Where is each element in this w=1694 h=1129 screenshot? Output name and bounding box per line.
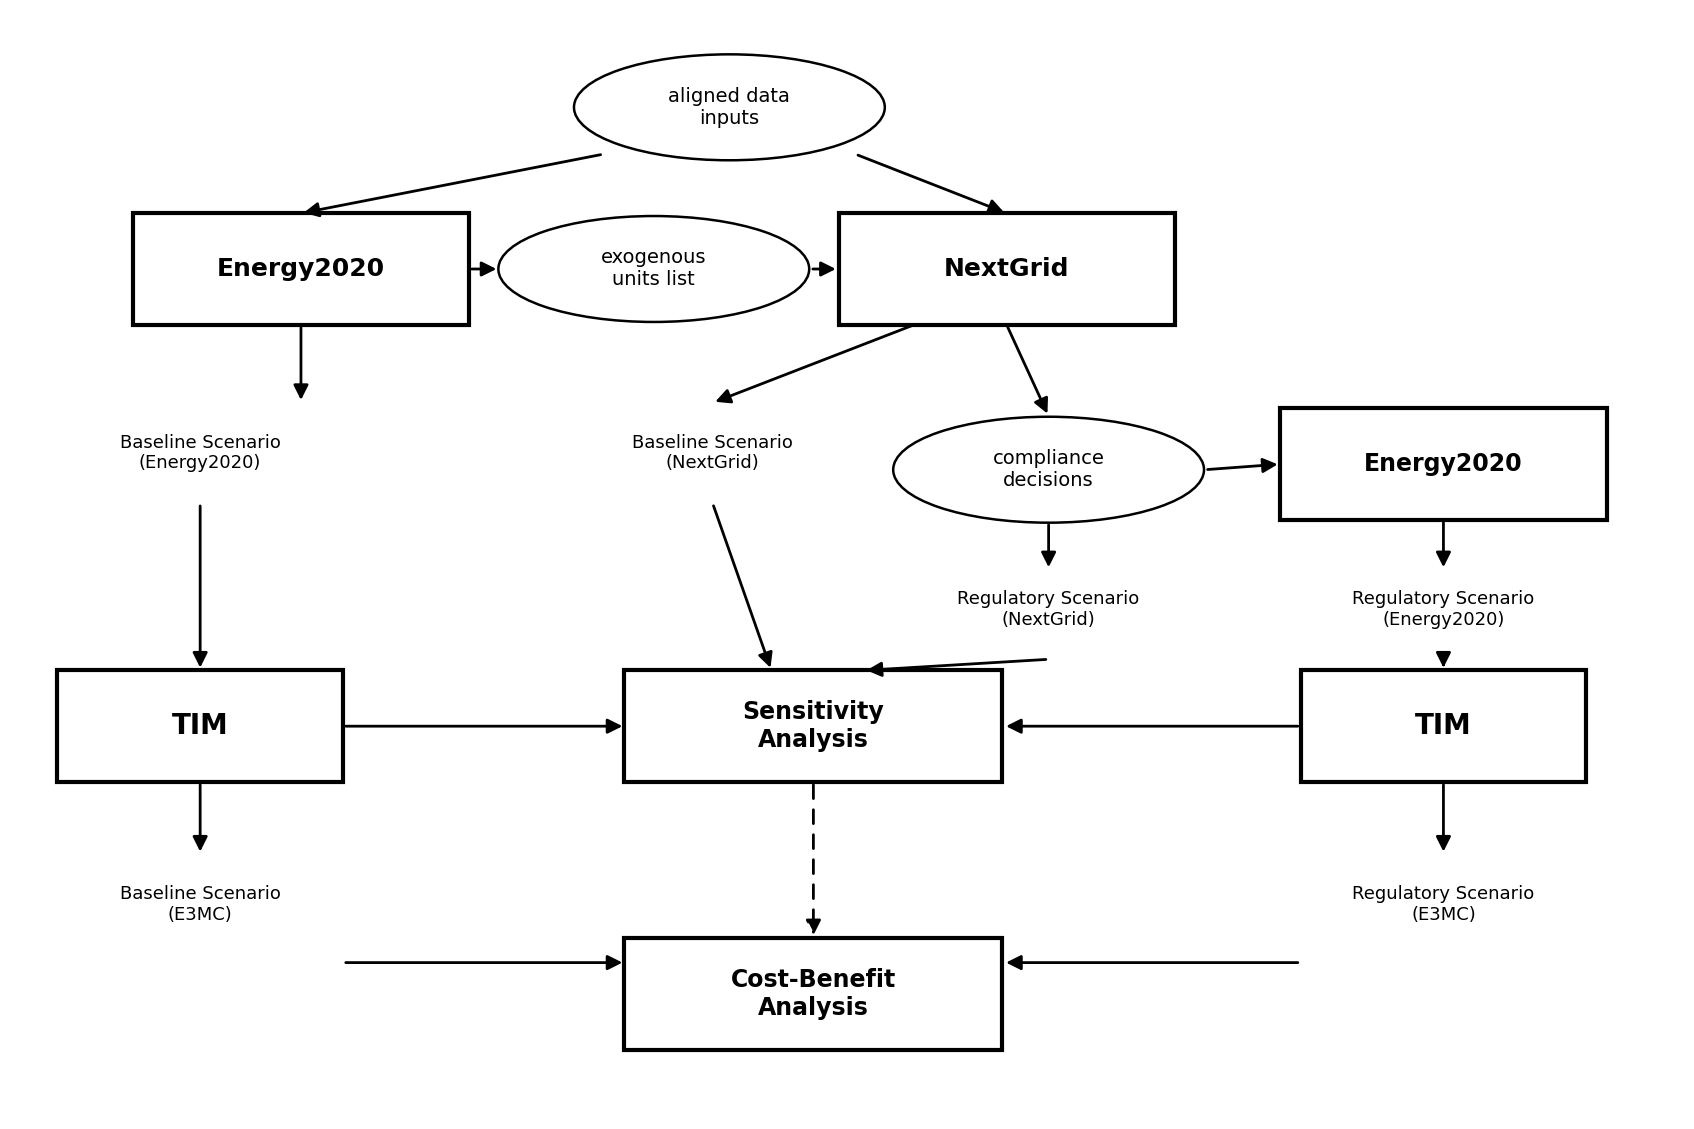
Text: Regulatory Scenario
(E3MC): Regulatory Scenario (E3MC) [1352,885,1535,924]
FancyBboxPatch shape [1301,671,1586,782]
FancyBboxPatch shape [132,213,469,325]
Text: Baseline Scenario
(E3MC): Baseline Scenario (E3MC) [120,885,281,924]
FancyBboxPatch shape [58,671,342,782]
Text: Energy2020: Energy2020 [1364,452,1523,476]
Text: compliance
decisions: compliance decisions [993,449,1104,490]
Text: Sensitivity
Analysis: Sensitivity Analysis [742,700,884,752]
Text: Regulatory Scenario
(NextGrid): Regulatory Scenario (NextGrid) [957,589,1140,629]
Ellipse shape [498,216,810,322]
Text: NextGrid: NextGrid [944,257,1069,281]
Text: Baseline Scenario
(Energy2020): Baseline Scenario (Energy2020) [120,434,281,472]
Text: aligned data
inputs: aligned data inputs [669,87,791,128]
Text: exogenous
units list: exogenous units list [601,248,706,289]
FancyBboxPatch shape [625,938,1003,1050]
Text: Regulatory Scenario
(Energy2020): Regulatory Scenario (Energy2020) [1352,589,1535,629]
Text: TIM: TIM [171,712,229,741]
Ellipse shape [893,417,1204,523]
FancyBboxPatch shape [1279,409,1608,519]
Ellipse shape [574,54,884,160]
FancyBboxPatch shape [625,671,1003,782]
Text: Baseline Scenario
(NextGrid): Baseline Scenario (NextGrid) [632,434,793,472]
FancyBboxPatch shape [839,213,1174,325]
Text: Cost-Benefit
Analysis: Cost-Benefit Analysis [730,968,896,1019]
Text: TIM: TIM [1414,712,1472,741]
Text: Energy2020: Energy2020 [217,257,385,281]
